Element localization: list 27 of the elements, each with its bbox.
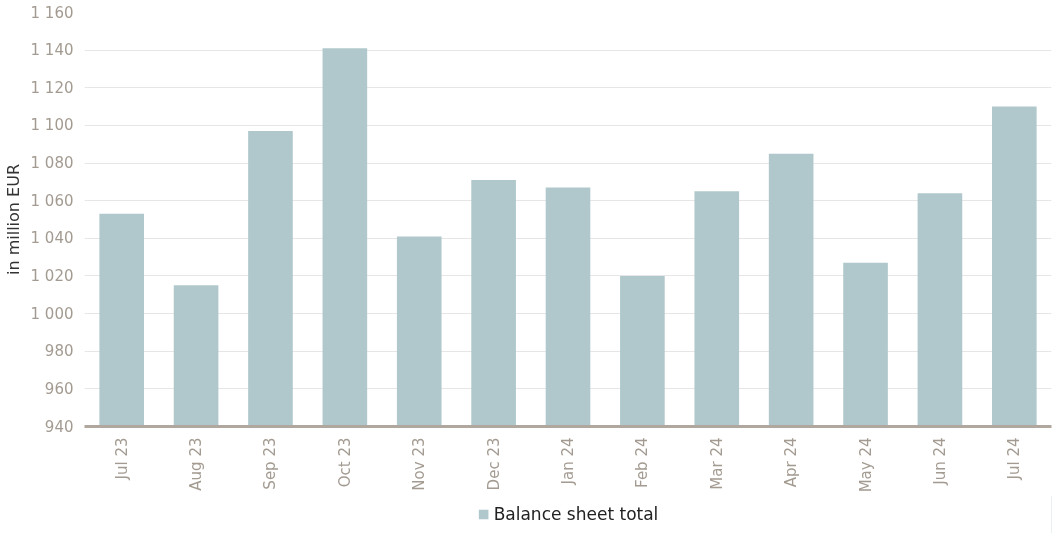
y-tick-label: 1 000 (30, 304, 74, 323)
y-tick-label: 1 140 (30, 41, 74, 60)
y-tick-label: 1 060 (30, 191, 74, 210)
x-tick-label: Sep 23 (261, 437, 280, 490)
legend-label: Balance sheet total (493, 504, 659, 524)
y-tick-label: 1 080 (30, 154, 74, 173)
y-tick-label: 1 100 (30, 116, 74, 135)
y-tick-label: 1 120 (30, 78, 74, 97)
x-tick-label: Jun 24 (930, 437, 949, 486)
x-tick-label: Jan 24 (559, 437, 577, 486)
y-tick-label: 960 (44, 379, 74, 398)
x-tick-label: Feb 24 (633, 437, 652, 488)
y-tick-label: 980 (44, 342, 74, 361)
x-tick-label: Oct 23 (335, 437, 354, 488)
x-tick-label: Nov 23 (410, 437, 429, 491)
y-tick-label: 1 160 (30, 3, 74, 22)
y-tick-label: 1 020 (30, 266, 74, 285)
x-tick-label: Dec 23 (484, 437, 503, 491)
x-tick-label: Aug 23 (187, 437, 206, 491)
y-tick-label: 1 040 (30, 229, 74, 248)
x-tick-label: Jul 23 (112, 437, 131, 481)
y-tick-label: 940 (44, 417, 74, 436)
x-tick-label: Mar 24 (707, 437, 726, 490)
x-tick-label: May 24 (856, 437, 875, 493)
x-tick-label: Jul 24 (1005, 437, 1024, 481)
y-axis-title: in million EUR (3, 164, 23, 275)
x-tick-label: Apr 24 (782, 437, 801, 488)
